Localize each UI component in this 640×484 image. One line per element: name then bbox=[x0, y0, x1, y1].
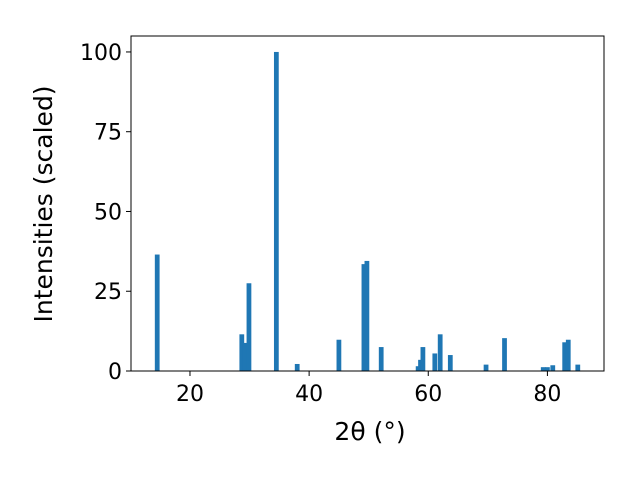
bar bbox=[575, 364, 581, 371]
bar bbox=[545, 367, 550, 371]
bar bbox=[361, 264, 367, 371]
bar bbox=[562, 342, 568, 371]
bar bbox=[294, 363, 300, 371]
bar bbox=[239, 334, 245, 371]
bar bbox=[540, 367, 546, 371]
bar bbox=[502, 338, 507, 371]
bar bbox=[437, 334, 443, 371]
bar bbox=[364, 260, 370, 371]
bar bbox=[336, 339, 342, 371]
bar bbox=[420, 347, 426, 371]
y-tick-label: 50 bbox=[94, 200, 122, 225]
bar bbox=[273, 51, 279, 371]
x-tick-label: 20 bbox=[176, 382, 204, 407]
bar bbox=[154, 254, 160, 371]
y-tick-label: 75 bbox=[94, 121, 122, 146]
y-tick-label: 100 bbox=[80, 41, 122, 66]
bar bbox=[432, 353, 438, 371]
y-axis-label: Intensities (scaled) bbox=[29, 85, 58, 322]
bar bbox=[447, 355, 453, 371]
bar bbox=[550, 365, 556, 371]
y-tick-label: 25 bbox=[94, 280, 122, 305]
bar bbox=[246, 283, 252, 371]
x-tick-label: 40 bbox=[295, 382, 323, 407]
bar bbox=[242, 342, 248, 371]
plot-frame bbox=[130, 35, 605, 372]
bar bbox=[565, 339, 571, 371]
bar bbox=[483, 364, 489, 371]
y-tick-label: 0 bbox=[108, 360, 122, 385]
x-tick-label: 80 bbox=[533, 382, 561, 407]
x-axis-label: 2θ (°) bbox=[334, 417, 405, 446]
bar bbox=[378, 347, 384, 371]
x-tick-label: 60 bbox=[414, 382, 442, 407]
